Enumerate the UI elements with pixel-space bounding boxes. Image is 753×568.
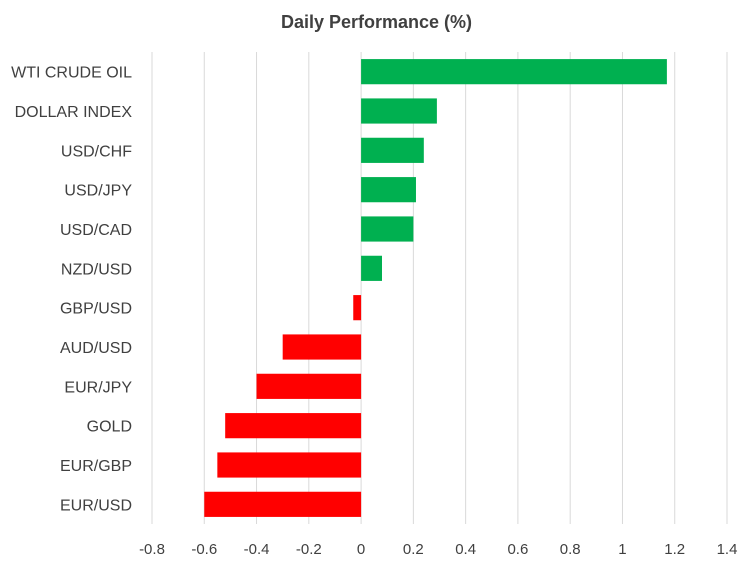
category-label: DOLLAR INDEX: [15, 104, 133, 121]
x-tick-label: 1: [618, 541, 626, 558]
x-tick-label: -0.4: [244, 541, 270, 558]
x-tick-label: 0.8: [560, 541, 581, 558]
bar: [361, 98, 437, 124]
category-label: EUR/USD: [60, 497, 132, 514]
category-label: WTI CRUDE OIL: [11, 65, 132, 82]
category-label: GOLD: [87, 419, 132, 436]
category-label: NZD/USD: [61, 261, 132, 278]
bars: [204, 59, 667, 517]
bar: [353, 295, 362, 321]
x-tick-label: 0.6: [507, 541, 528, 558]
category-label: EUR/GBP: [60, 458, 132, 475]
category-label: USD/CHF: [61, 143, 132, 160]
category-label: EUR/JPY: [64, 379, 132, 396]
bar: [361, 177, 416, 203]
chart-title: Daily Performance (%): [280, 12, 473, 32]
bar: [225, 413, 362, 439]
bar: [256, 373, 362, 399]
bar: [361, 216, 414, 242]
bar: [361, 255, 382, 281]
x-tick-labels: -0.8 -0.6 -0.4 -0.2 0 0.2 0.4 0.6 0.8 1 1.2 1.4: [139, 541, 737, 558]
x-tick-label: -0.2: [296, 541, 322, 558]
x-tick-label: 0.4: [455, 541, 476, 558]
x-tick-label: -0.8: [139, 541, 165, 558]
category-label: USD/JPY: [64, 183, 132, 200]
x-tick-label: -0.6: [191, 541, 217, 558]
category-label: AUD/USD: [60, 340, 132, 357]
gridlines: [151, 52, 728, 524]
x-tick-label: 0.2: [403, 541, 424, 558]
category-label: GBP/USD: [60, 301, 132, 318]
category-labels: WTI CRUDE OIL DOLLAR INDEX USD/CHF USD/JPY U…: [11, 65, 132, 515]
x-tick-label: 1.4: [717, 541, 738, 558]
bar: [361, 137, 424, 163]
x-tick-label: 1.2: [664, 541, 685, 558]
bar: [217, 452, 362, 478]
bar: [282, 334, 362, 360]
bar: [204, 491, 362, 517]
bar: [361, 59, 667, 85]
category-label: USD/CAD: [60, 222, 132, 239]
x-tick-label: 0: [357, 541, 365, 558]
